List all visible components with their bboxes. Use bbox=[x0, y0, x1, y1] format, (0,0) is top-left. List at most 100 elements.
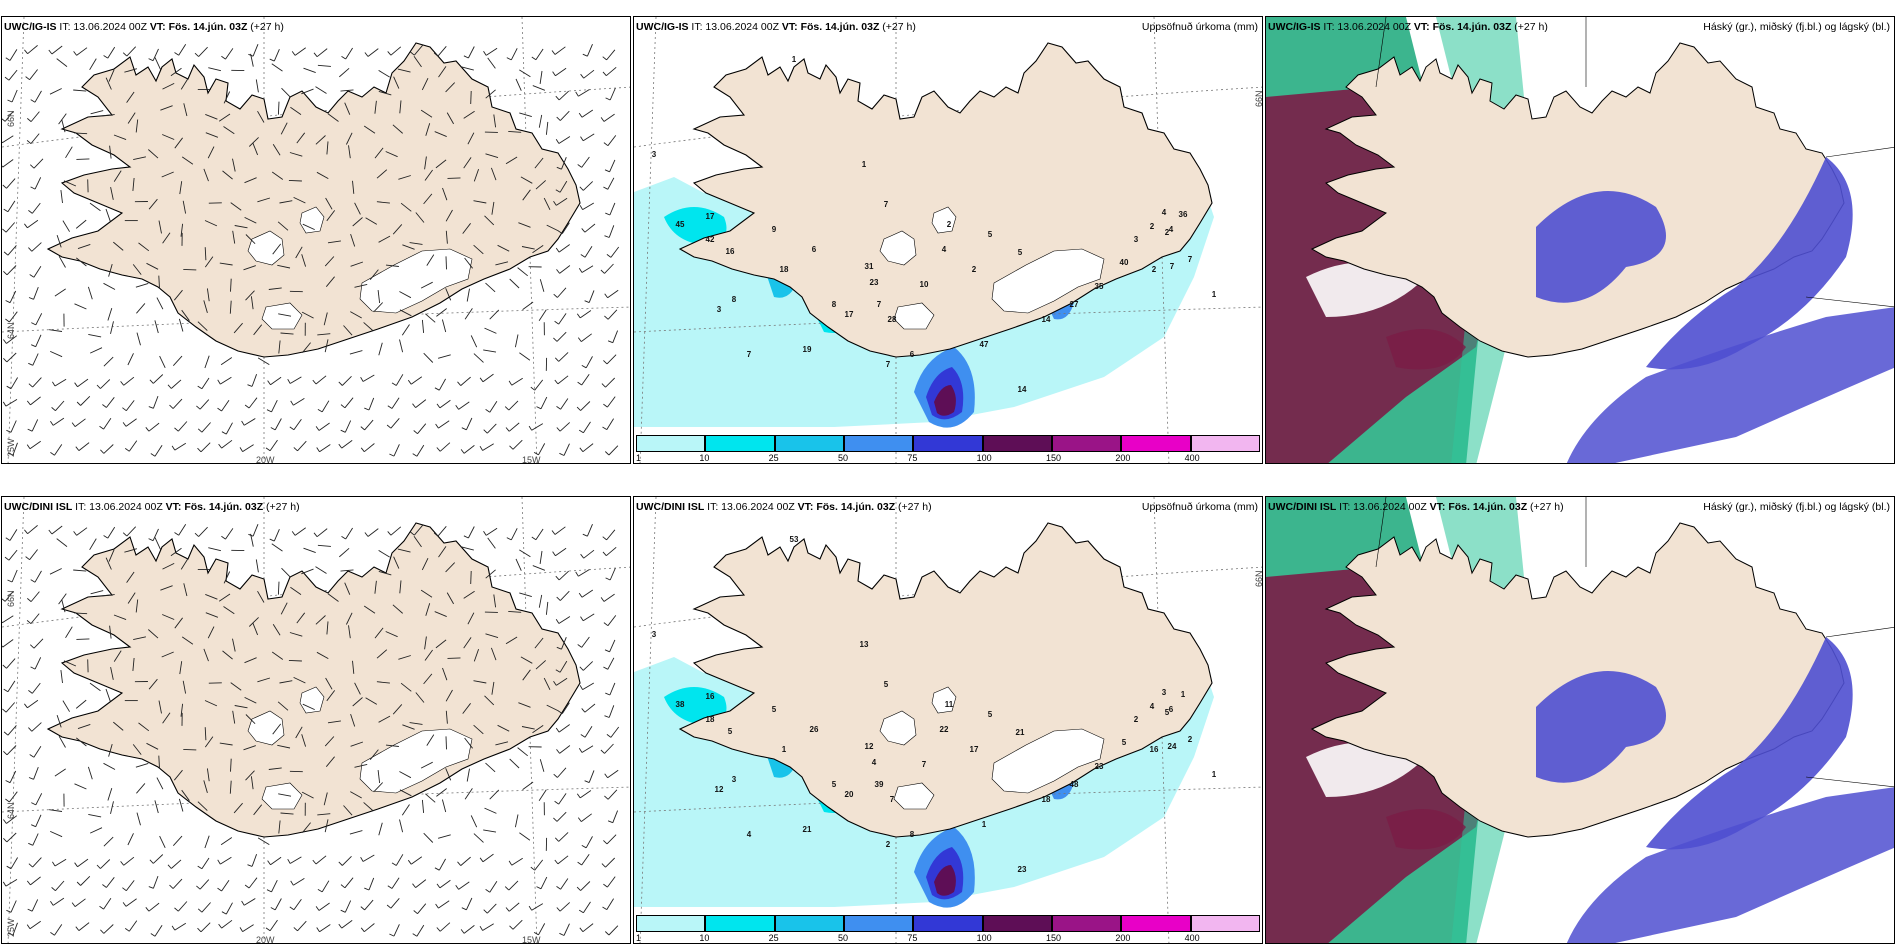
wind-barb bbox=[302, 342, 311, 353]
wind-barb bbox=[580, 881, 591, 891]
wind-barb bbox=[467, 46, 475, 59]
wind-barb bbox=[225, 902, 233, 915]
wind-barb-feather bbox=[122, 532, 128, 537]
wind-barb bbox=[508, 610, 522, 613]
wind-barb bbox=[327, 113, 339, 122]
wind-barb bbox=[295, 246, 303, 259]
wind-barb bbox=[54, 768, 66, 777]
wind-barb-feather bbox=[410, 51, 415, 56]
valid-time: VT: Fös. 14.jún. 03Z bbox=[781, 21, 880, 33]
wind-barb bbox=[584, 223, 596, 233]
wind-barb bbox=[315, 375, 327, 385]
wind-barb bbox=[162, 712, 171, 724]
wind-barb-feather bbox=[31, 802, 37, 806]
precip-value-label: 27 bbox=[1070, 300, 1079, 309]
wind-barb bbox=[509, 758, 520, 769]
wind-barb bbox=[340, 569, 354, 572]
wind-barb bbox=[29, 920, 41, 930]
wind-barb-feather bbox=[556, 166, 562, 170]
wind-barb bbox=[376, 169, 388, 179]
wind-barb bbox=[363, 322, 374, 332]
wind-barb bbox=[586, 44, 593, 57]
wind-barb bbox=[136, 812, 141, 826]
longitude-label: 15W bbox=[522, 455, 541, 464]
wind-barb-feather bbox=[247, 384, 253, 387]
wind-barb-feather bbox=[340, 404, 346, 409]
wind-barb bbox=[559, 110, 570, 121]
wind-barb bbox=[561, 222, 570, 234]
wind-barb bbox=[178, 43, 187, 56]
wind-barb bbox=[243, 265, 256, 271]
legend-tick-label: 200 bbox=[1115, 453, 1131, 463]
wind-barb-feather bbox=[338, 443, 343, 449]
iceland-land bbox=[46, 42, 581, 358]
iceland-land bbox=[678, 42, 1213, 358]
wind-barb bbox=[160, 105, 173, 111]
wind-barb bbox=[172, 878, 183, 889]
wind-barb bbox=[413, 536, 422, 548]
legend-tick-label: 25 bbox=[768, 453, 779, 463]
wind-barb bbox=[582, 181, 594, 191]
wind-barb bbox=[221, 880, 230, 892]
wind-barb-feather bbox=[2, 401, 7, 407]
panel-header: UWC/IG-IS IT: 13.06.2024 00Z VT: Fös. 14… bbox=[636, 21, 916, 33]
wind-barb bbox=[272, 723, 282, 735]
wind-barb bbox=[420, 589, 433, 598]
precip-value-label: 7 bbox=[877, 300, 882, 309]
wind-barb bbox=[243, 898, 256, 906]
wind-barb bbox=[586, 524, 593, 537]
wind-barb bbox=[105, 557, 112, 570]
wind-barb bbox=[399, 309, 412, 317]
wind-barb bbox=[125, 418, 137, 427]
wind-barb bbox=[325, 677, 333, 690]
wind-barb bbox=[74, 898, 86, 907]
wind-barb bbox=[439, 399, 451, 409]
wind-barb bbox=[248, 137, 259, 147]
wind-barb bbox=[399, 819, 404, 833]
wind-barb bbox=[441, 319, 447, 333]
wind-barb bbox=[162, 134, 175, 140]
init-time: IT: 13.06.2024 00Z bbox=[1323, 21, 1411, 33]
wind-barb bbox=[6, 815, 18, 824]
wind-barb bbox=[77, 858, 89, 868]
wind-barb bbox=[318, 902, 330, 911]
precip-value-label: 4 bbox=[942, 245, 947, 254]
wind-barb-feather bbox=[197, 908, 203, 913]
legend-tick-label: 150 bbox=[1046, 453, 1062, 463]
wind-barb bbox=[152, 854, 164, 864]
wind-barb-feather bbox=[575, 91, 579, 97]
wind-barb bbox=[54, 288, 66, 297]
wind-barb-feather bbox=[75, 446, 80, 451]
wind-barb bbox=[205, 593, 218, 600]
precip-value-label: 8 bbox=[832, 300, 837, 309]
wind-barb bbox=[2, 615, 14, 624]
wind-barb-feather bbox=[3, 819, 7, 824]
wind-barb bbox=[344, 397, 354, 409]
precip-value-label: 1 bbox=[1212, 290, 1217, 299]
wind-barb-feather bbox=[287, 858, 291, 864]
wind-barb bbox=[463, 157, 472, 169]
wind-barb bbox=[103, 282, 116, 290]
wind-barb bbox=[302, 223, 315, 231]
wind-barb bbox=[56, 714, 62, 728]
wind-barb bbox=[30, 591, 40, 602]
wind-barb bbox=[32, 377, 42, 388]
wind-barb bbox=[251, 374, 258, 387]
wind-barb bbox=[369, 749, 379, 760]
latitude-label: 64N bbox=[6, 322, 16, 339]
wind-barb-feather bbox=[122, 902, 127, 907]
wind-barb bbox=[294, 47, 306, 56]
wind-barb bbox=[385, 744, 399, 747]
wind-barb bbox=[223, 606, 235, 615]
wind-barb bbox=[376, 649, 388, 659]
wind-barb-feather bbox=[267, 860, 271, 865]
wind-barb-feather bbox=[290, 400, 294, 406]
wind-barb-feather bbox=[579, 186, 584, 191]
wind-barb bbox=[253, 324, 263, 336]
wind-barb bbox=[377, 770, 381, 784]
longitude-label: 20W bbox=[256, 935, 275, 944]
wind-barb bbox=[317, 544, 331, 547]
wind-barb bbox=[558, 90, 570, 101]
wind-barb bbox=[364, 419, 374, 431]
wind-barb bbox=[54, 444, 63, 456]
